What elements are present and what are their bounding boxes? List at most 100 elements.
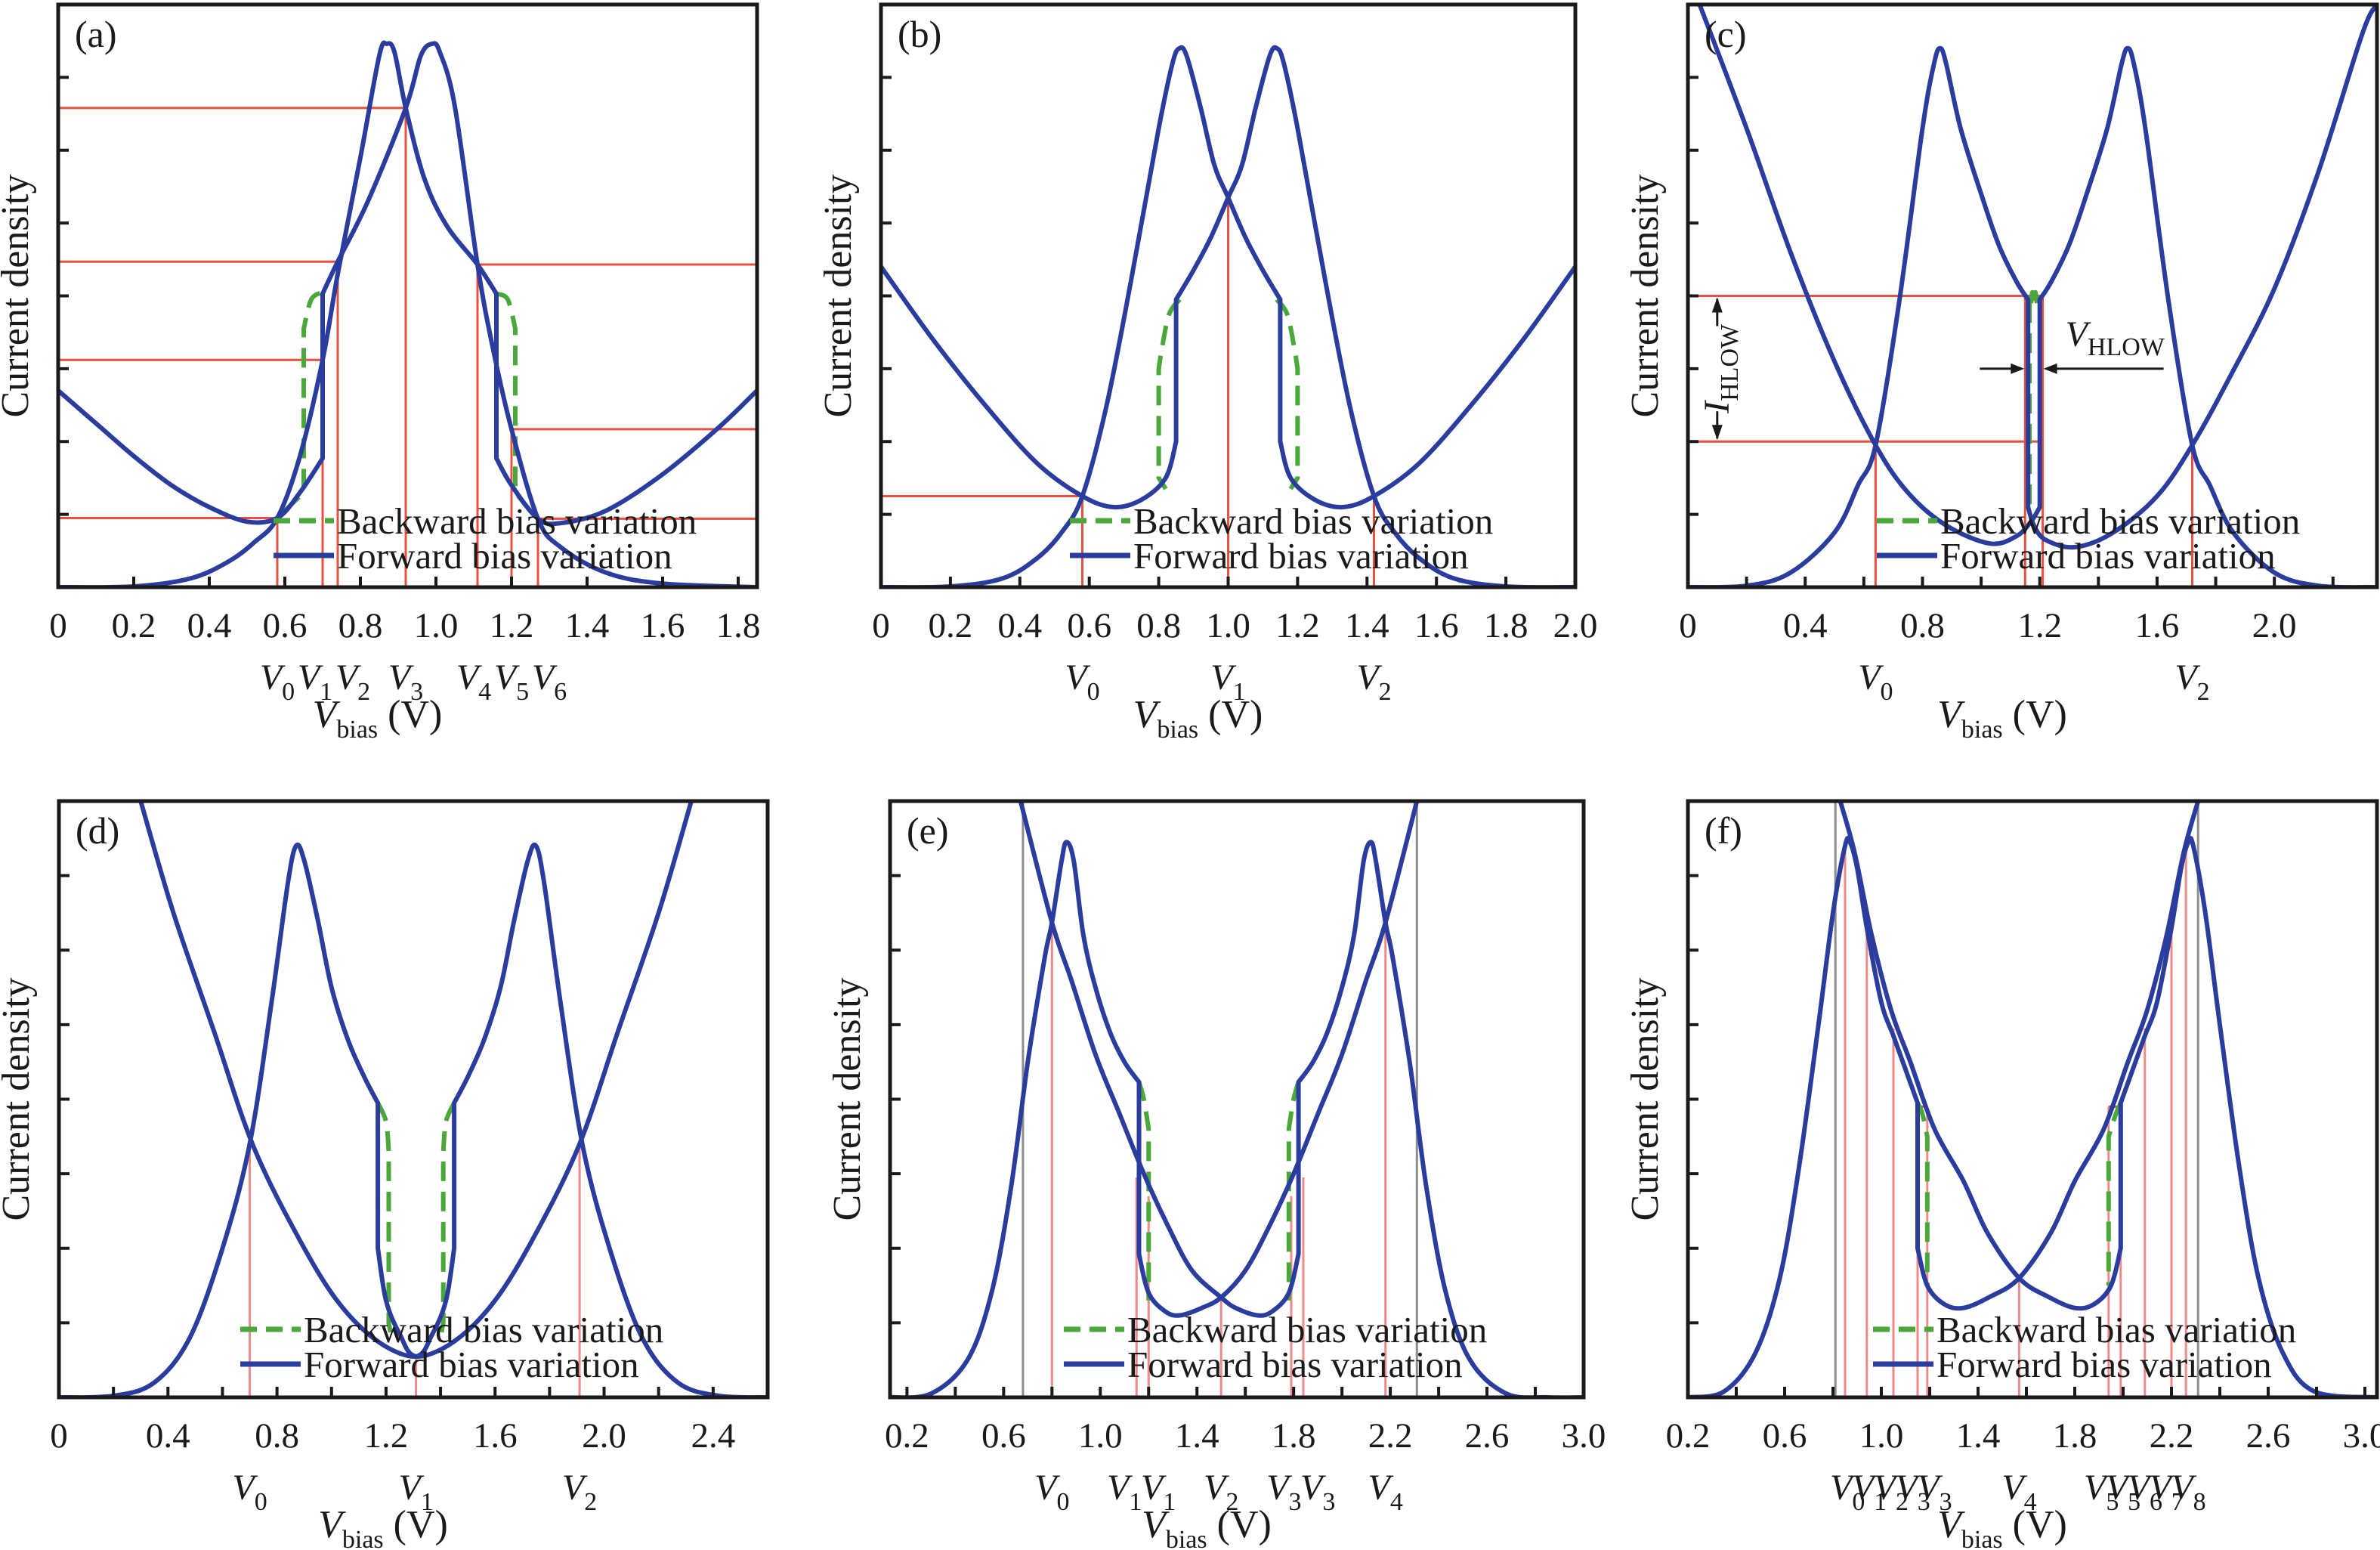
legend-forward-label: Forward bias variation	[1133, 535, 1469, 577]
voltage-marker-label: V5	[494, 657, 529, 706]
voltage-marker-label: V4	[1368, 1468, 1403, 1516]
legend-backward-label: Backward bias variation	[1940, 500, 2300, 542]
x-tick-label: 0.8	[1900, 606, 1945, 645]
backward-bias-curve	[283, 289, 324, 512]
x-tick-label: 0.6	[263, 606, 308, 645]
x-axis-title: Vbias (V)	[313, 693, 443, 744]
x-tick-label: 1.4	[1956, 1416, 2001, 1456]
panel-e: 0.2 0.6 1.0 1.4 1.8 2.2 2.6 3.0 (e) Current densi…	[826, 799, 1606, 1550]
x-tick-label: 1.2	[2017, 606, 2062, 645]
x-tick-label: 1.0	[1206, 606, 1250, 645]
x-tick-label: 1.6	[2135, 606, 2180, 645]
backward-bias-curve	[376, 1102, 394, 1338]
voltage-marker-label: V3	[1300, 1468, 1335, 1516]
forward-bias-curve	[1838, 801, 2377, 1397]
x-tick-label: 2.4	[691, 1416, 735, 1456]
legend-backward-label: Backward bias variation	[1936, 1309, 2296, 1350]
x-tick-label: 0.4	[1783, 606, 1828, 645]
y-axis-title: Current density	[817, 174, 860, 417]
forward-bias-curve	[58, 40, 757, 587]
plot-area	[58, 40, 757, 587]
forward-bias-curve	[1688, 801, 2201, 1397]
voltage-marker-label: V6	[532, 657, 567, 706]
forward-bias-curve	[1688, 5, 2377, 587]
x-tick-label: 0.2	[1666, 1416, 1711, 1456]
x-axis-title: Vbias (V)	[318, 1503, 448, 1550]
voltage-marker-label: V3	[1266, 1468, 1301, 1516]
panel-f: 0.2 0.6 1.0 1.4 1.8 2.2 2.6 3.0 (f) Current densi…	[1624, 799, 2380, 1550]
x-tick-label: 1.2	[364, 1416, 409, 1456]
x-tick-label: 1.2	[490, 606, 534, 645]
legend-forward-label: Forward bias variation	[337, 535, 672, 577]
x-tick-label: 1.0	[414, 606, 459, 645]
x-tick-label: 3.0	[2343, 1416, 2380, 1456]
x-tick-label: 2.2	[2150, 1416, 2194, 1456]
x-tick-label: 1.4	[1175, 1416, 1219, 1456]
x-tick-label: 0	[49, 606, 67, 645]
voltage-marker-label: V2	[1356, 657, 1391, 706]
v-hlow-label: VHLOW	[2066, 314, 2165, 361]
x-tick-label: 0.6	[1763, 1416, 1807, 1456]
legend-backward-label: Backward bias variation	[337, 500, 697, 542]
arrow-up-icon	[1711, 297, 1723, 313]
x-tick-label: 0	[1679, 606, 1697, 645]
legend-backward-label: Backward bias variation	[1133, 500, 1493, 542]
x-tick-label: 1.6	[641, 606, 685, 645]
forward-bias-curve	[890, 801, 1420, 1397]
x-tick-label: 0.8	[338, 606, 383, 645]
backward-bias-curve	[2029, 289, 2039, 306]
y-axis-title: Current density	[0, 174, 37, 417]
legend-forward-label: Forward bias variation	[1936, 1344, 2272, 1385]
x-tick-label: 1.4	[565, 606, 610, 645]
panel-a: 0 0.2 0.4 0.6 0.8 1.0 1.2 1.4 1.6 1.8 (a) Current d…	[0, 2, 760, 744]
panel-label: (a)	[75, 13, 117, 55]
x-axis-title: Vbias (V)	[1142, 1503, 1272, 1550]
x-tick-label: 0.6	[1067, 606, 1111, 645]
backward-bias-curve	[438, 1102, 456, 1338]
x-axis-title: Vbias (V)	[1937, 1503, 2067, 1550]
plot-area	[1688, 5, 2377, 587]
forward-bias-curve	[138, 801, 768, 1397]
x-tick-label: 1.2	[1275, 606, 1320, 645]
voltage-marker-label: V0	[232, 1468, 267, 1516]
voltage-marker-label: V4	[456, 657, 491, 706]
x-tick-label: 2.0	[1553, 606, 1598, 645]
x-tick-label: 0	[50, 1416, 68, 1456]
x-tick-label: 0.2	[885, 1416, 929, 1456]
i-hlow-annotation: IHLOW	[1697, 297, 1744, 441]
panel-b: 0 0.2 0.4 0.6 0.8 1.0 1.2 1.4 1.6 1.8 2.0 (b) Curren…	[817, 2, 1598, 744]
x-tick-label: 1.4	[1345, 606, 1389, 645]
voltage-marker-label: V2	[335, 657, 370, 706]
voltage-marker-label: V2	[562, 1468, 597, 1516]
arrow-right-icon	[2011, 363, 2025, 374]
y-axis-title: Current density	[1624, 977, 1667, 1221]
forward-bias-curve	[59, 801, 694, 1397]
x-tick-label: 0.8	[1136, 606, 1181, 645]
forward-bias-curve	[1018, 801, 1584, 1397]
panel-label: (e)	[907, 809, 949, 852]
panel-label: (f)	[1705, 809, 1742, 852]
voltage-marker-label: V0	[260, 657, 295, 706]
i-hlow-label: IHLOW	[1697, 323, 1744, 414]
plot-area	[890, 801, 1584, 1397]
forward-bias-curve	[881, 45, 1575, 587]
x-tick-label: 1.8	[1272, 1416, 1316, 1456]
panel-label: (c)	[1705, 13, 1747, 55]
x-tick-label: 1.8	[2053, 1416, 2097, 1456]
forward-bias-curve	[1697, 5, 2377, 587]
voltage-marker-label: V0	[1858, 657, 1893, 706]
voltage-marker-label: V1	[1107, 1468, 1142, 1516]
arrow-down-icon	[1711, 425, 1723, 441]
x-tick-label: 3.0	[1562, 1416, 1606, 1456]
x-tick-label: 0.4	[146, 1416, 190, 1456]
x-tick-label: 1.0	[1078, 1416, 1123, 1456]
legend-backward-label: Backward bias variation	[1127, 1309, 1487, 1350]
x-tick-label: 0.2	[112, 606, 156, 645]
